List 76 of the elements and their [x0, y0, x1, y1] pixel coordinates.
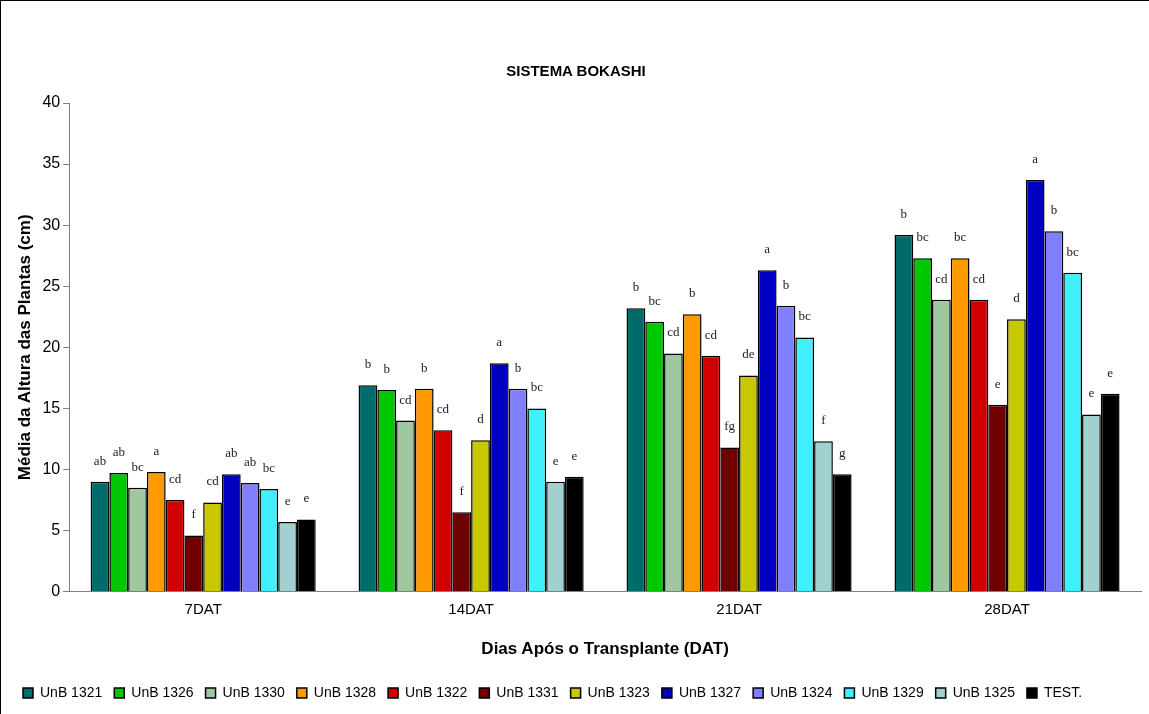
data-label: a: [1032, 150, 1039, 166]
data-label: a: [764, 241, 771, 257]
data-label: cd: [935, 270, 949, 286]
y-tick-label: 0: [51, 582, 61, 600]
data-label: f: [459, 483, 465, 499]
legend-label: UnB 1331: [496, 683, 559, 700]
data-label: f: [191, 506, 197, 522]
data-label: cd: [168, 470, 182, 486]
data-label: d: [1013, 290, 1021, 306]
y-tick-label: 15: [42, 398, 61, 416]
legend-label: UnB 1322: [405, 683, 468, 700]
y-tick-label: 20: [42, 337, 61, 355]
y-tick-label: 10: [42, 459, 61, 477]
x-tick-label: 28DAT: [984, 599, 1030, 617]
data-label: cd: [399, 391, 413, 407]
data-label: f: [821, 412, 827, 428]
y-tick-label: 25: [42, 276, 61, 294]
y-tick-label: 5: [51, 520, 61, 538]
y-tick-label: 35: [42, 154, 61, 172]
data-label: bc: [131, 458, 144, 474]
x-axis-title: Dias Após o Transplante (DAT): [481, 639, 729, 659]
data-label: bc: [530, 379, 544, 395]
data-label: e: [303, 490, 310, 506]
data-label: e: [1107, 364, 1114, 380]
data-label: de: [742, 346, 755, 362]
data-label: b: [900, 205, 908, 221]
data-label: b: [514, 359, 522, 375]
data-label: bc: [1066, 243, 1080, 259]
data-label: cd: [972, 270, 986, 286]
data-label: a: [496, 334, 503, 350]
data-label: bc: [262, 459, 276, 475]
legend-label: UnB 1328: [313, 683, 377, 700]
legend-label: UnB 1329: [861, 683, 924, 700]
data-label: e: [1088, 385, 1095, 401]
data-label: b: [383, 360, 390, 376]
data-label: ab: [112, 444, 125, 460]
data-label: cd: [667, 324, 681, 340]
data-label: bc: [648, 292, 662, 308]
y-axis-title: Média da Altura das Plantas (cm): [14, 214, 34, 481]
x-tick-label: 14DAT: [448, 599, 494, 617]
legend-label: UnB 1323: [587, 683, 651, 700]
data-label: b: [688, 285, 696, 301]
y-tick-label: 30: [42, 215, 61, 233]
data-label: bc: [953, 229, 967, 245]
legend-label: UnB 1326: [131, 683, 194, 700]
data-label: g: [838, 445, 846, 461]
legend-label: UnB 1324: [770, 683, 833, 700]
legend-label: TEST.: [1043, 683, 1083, 700]
legend-label: UnB 1330: [222, 683, 286, 700]
data-label: b: [1050, 202, 1058, 218]
data-label: fg: [724, 418, 736, 434]
y-tick-label: 40: [42, 93, 61, 111]
data-label: bc: [798, 308, 812, 324]
data-label: ab: [225, 445, 238, 461]
data-label: b: [420, 359, 428, 375]
data-label: cd: [436, 401, 450, 417]
data-label: d: [477, 411, 485, 427]
legend-label: UnB 1325: [952, 683, 1016, 700]
data-label: ab: [243, 453, 257, 469]
data-label: b: [632, 279, 640, 295]
data-label: e: [552, 452, 559, 468]
data-label: cd: [704, 326, 718, 342]
data-label: ab: [93, 452, 107, 468]
data-label: a: [153, 442, 160, 458]
legend-label: UnB 1327: [678, 683, 742, 700]
data-label: bc: [916, 229, 929, 245]
x-tick-label: 7DAT: [184, 599, 222, 617]
data-label: e: [571, 447, 578, 463]
data-label: b: [364, 356, 372, 372]
data-label: cd: [206, 473, 220, 489]
x-tick-label: 21DAT: [716, 599, 762, 617]
data-label: e: [284, 492, 291, 508]
data-label: b: [782, 276, 790, 292]
legend-label: UnB 1321: [40, 683, 103, 700]
data-label: e: [994, 375, 1001, 391]
chart-title: SISTEMA BOKASHI: [506, 62, 646, 80]
